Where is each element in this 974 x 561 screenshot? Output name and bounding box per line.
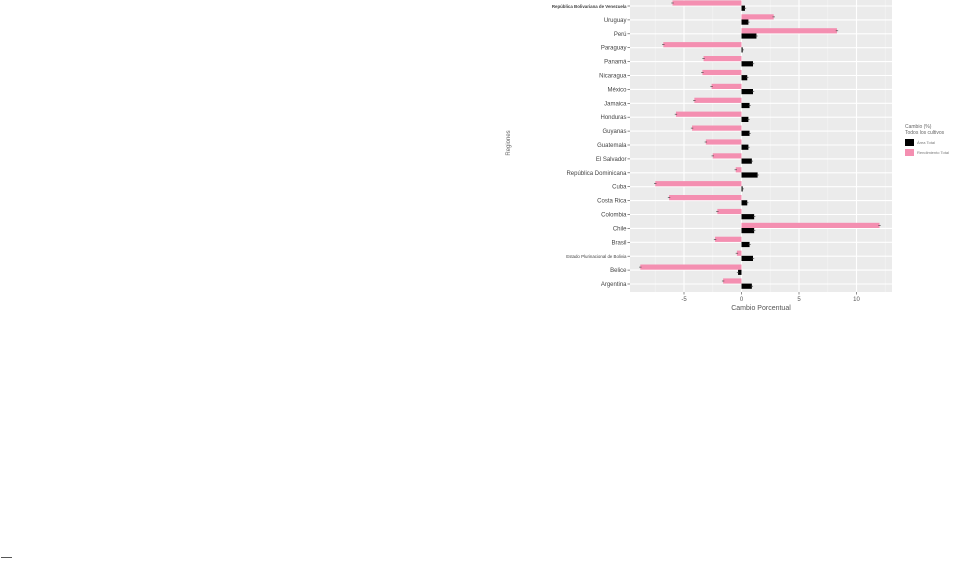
y-tick-label: Jamaica xyxy=(604,101,627,107)
bar-yield-total xyxy=(715,236,742,242)
bar-area-total xyxy=(741,241,750,248)
y-tick-label: Belice xyxy=(610,268,627,274)
bar-yield-total xyxy=(717,208,742,215)
bar-yield-total xyxy=(711,83,742,89)
y-tick-label: Perú xyxy=(614,32,627,38)
y-tick-label: Guatemala xyxy=(597,143,627,149)
y-tick-label: México xyxy=(607,87,627,93)
bar-yield-total xyxy=(705,139,742,145)
bar-yield-total xyxy=(712,153,742,159)
legend-swatch-area xyxy=(905,139,914,146)
bar-area-total xyxy=(741,158,752,164)
y-tick-label: Cuba xyxy=(612,185,627,191)
bar-yield-total xyxy=(663,42,742,48)
x-axis-label: Cambio Porcentual xyxy=(731,305,791,312)
y-tick-label: República Dominicana xyxy=(566,171,627,177)
bar-area-total xyxy=(741,172,758,178)
legend-item-area: Área Total xyxy=(905,139,949,146)
y-tick-label: El Salvador xyxy=(596,157,627,163)
plot-panel xyxy=(630,0,892,292)
bar-area-total xyxy=(741,5,745,11)
gridlines xyxy=(630,0,892,292)
x-tick-labels: -5 0 5 10 xyxy=(681,292,860,303)
legend-title-line-1: Cambio (%) xyxy=(905,124,932,130)
y-tick-label: Brasil xyxy=(611,240,626,246)
bar-yield-total xyxy=(723,278,742,284)
bar-area-total xyxy=(741,19,749,25)
bar-yield-total xyxy=(741,28,837,34)
bar-yield-total xyxy=(703,56,742,62)
bar-area-total xyxy=(741,75,748,81)
bar-yield-total xyxy=(672,0,742,6)
bar-area-total xyxy=(741,61,753,67)
bar-yield-total xyxy=(694,97,742,103)
y-tick-label: Panamá xyxy=(604,60,627,66)
bar-yield-total xyxy=(741,222,880,228)
bar-yield-total xyxy=(669,195,742,201)
legend: Cambio (%) Todos los cultivos Área Total… xyxy=(905,124,949,156)
bar-yield-total xyxy=(675,111,742,117)
bar-yield-total xyxy=(640,264,742,270)
legend-label-yield: Rendimiento Total xyxy=(917,150,949,155)
y-tick-label: Honduras xyxy=(600,115,626,121)
bar-yield-total xyxy=(736,250,742,256)
bar-yield-total xyxy=(692,125,742,131)
legend-title-line-2: Todos los cultivos xyxy=(905,130,945,136)
y-tick-label: Nicaragua xyxy=(599,74,627,80)
bars xyxy=(639,0,881,289)
page-corner-mark xyxy=(1,557,12,558)
y-tick-label: Chile xyxy=(613,226,627,232)
y-tick-label: Guyanas xyxy=(602,129,626,135)
x-tick-label: 10 xyxy=(853,297,860,303)
bar-area-total xyxy=(741,102,750,109)
legend-item-yield: Rendimiento Total xyxy=(905,149,949,156)
y-tick-label: Colombia xyxy=(601,213,627,219)
y-tick-label: República Bolivariana de Venezuela xyxy=(552,4,627,9)
bar-area-total xyxy=(741,116,749,122)
y-tick-label: Estado Plurinacional de Bolivia xyxy=(566,254,627,259)
bar-yield-total xyxy=(655,181,742,187)
bar-area-total xyxy=(741,89,753,95)
bar-area-total xyxy=(741,33,757,39)
x-tick-label: -5 xyxy=(681,297,687,303)
bar-yield-total xyxy=(735,167,742,173)
bar-yield-total xyxy=(741,14,774,20)
y-tick-label: Costa Rica xyxy=(597,199,627,205)
bar-area-total xyxy=(741,200,748,206)
x-tick-label: 5 xyxy=(797,297,801,303)
legend-swatch-yield xyxy=(905,149,914,156)
bar-area-total xyxy=(741,144,749,150)
x-tick-label: 0 xyxy=(740,297,744,303)
bar-area-total xyxy=(741,255,753,261)
bar-area-total xyxy=(741,228,755,234)
y-axis-label: Regiones xyxy=(506,130,512,155)
y-tick-labels: República Bolivariana de Venezuela Urugua… xyxy=(552,4,630,288)
bar-area-total xyxy=(741,130,750,136)
legend-label-area: Área Total xyxy=(917,140,935,145)
y-tick-label: Uruguay xyxy=(604,18,627,24)
y-tick-label: Argentina xyxy=(601,282,627,288)
bar-yield-total xyxy=(702,69,742,76)
bar-area-total xyxy=(741,214,755,220)
bar-area-total xyxy=(738,269,742,275)
y-tick-label: Paraguay xyxy=(601,46,627,52)
bar-area-total xyxy=(741,283,752,289)
